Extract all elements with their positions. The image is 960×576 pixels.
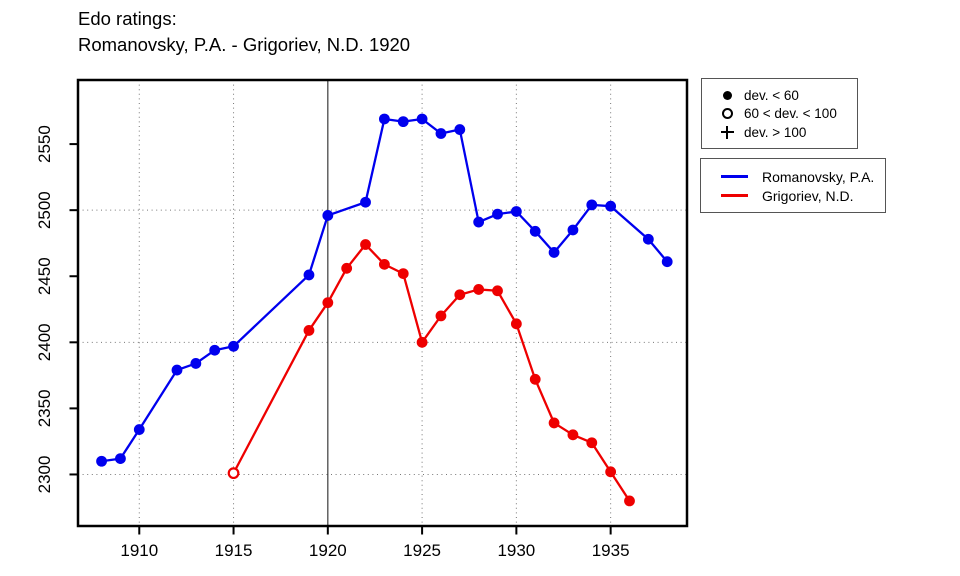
data-point xyxy=(209,344,221,356)
data-point xyxy=(661,256,673,268)
marker-legend-label: 60 < dev. < 100 xyxy=(744,106,837,122)
marker-legend-label: dev. > 100 xyxy=(744,124,807,140)
data-point xyxy=(548,247,560,258)
plot-frame xyxy=(76,78,689,528)
data-point xyxy=(605,466,617,478)
data-point xyxy=(586,199,598,211)
data-point xyxy=(454,124,466,135)
y-tick-label: 2450 xyxy=(35,257,54,295)
filled-circle-icon xyxy=(722,90,732,100)
y-tick-label: 2550 xyxy=(35,125,54,163)
chart-title: Edo ratings: Romanovsky, P.A. - Grigorie… xyxy=(78,6,410,58)
data-point xyxy=(171,364,183,376)
x-tick-label: 1925 xyxy=(403,541,441,560)
data-point xyxy=(115,453,126,465)
data-point xyxy=(322,210,334,221)
data-point xyxy=(397,116,409,128)
y-tick-label: 2400 xyxy=(35,323,54,361)
data-point xyxy=(510,318,522,330)
series-legend-label: Grigoriev, N.D. xyxy=(762,187,854,204)
data-point xyxy=(341,262,353,274)
data-point xyxy=(435,310,447,322)
x-tick-label: 1920 xyxy=(309,541,347,560)
x-tick-label: 1930 xyxy=(497,541,535,560)
data-point xyxy=(642,233,654,245)
y-tick-label: 2300 xyxy=(35,456,54,494)
romanovsky-line-swatch xyxy=(721,175,748,178)
x-tick-label: 1910 xyxy=(120,541,158,560)
data-point xyxy=(529,373,541,385)
data-point xyxy=(360,239,371,250)
chart-title-line2: Romanovsky, P.A. - Grigoriev, N.D. 1920 xyxy=(78,34,411,55)
marker-legend-item: 60 < dev. < 100 xyxy=(710,105,849,124)
data-point xyxy=(416,336,428,348)
chart-title-line1: Edo ratings: xyxy=(78,8,177,29)
data-point xyxy=(133,424,145,435)
data-point xyxy=(360,196,371,208)
data-point xyxy=(397,268,409,279)
open-circle-icon xyxy=(721,108,733,120)
data-point xyxy=(435,128,447,139)
data-point xyxy=(567,224,579,236)
data-point xyxy=(492,208,503,220)
data-point xyxy=(473,284,485,295)
x-tick-label: 1935 xyxy=(592,541,630,560)
data-point xyxy=(378,113,390,125)
data-point xyxy=(190,358,202,369)
series-line-1 xyxy=(232,243,631,503)
marker-legend-item: dev. < 60 xyxy=(710,86,849,105)
data-point xyxy=(96,455,107,467)
series-legend: Romanovsky, P.A. Grigoriev, N.D. xyxy=(700,158,886,213)
data-point xyxy=(322,297,334,309)
plus-icon xyxy=(720,125,734,139)
series-line-0 xyxy=(100,117,669,463)
data-point xyxy=(454,289,466,301)
y-tick-label: 2500 xyxy=(35,191,54,229)
data-point xyxy=(548,417,560,429)
data-point xyxy=(228,340,239,352)
x-tick-label: 1915 xyxy=(215,541,253,560)
data-point xyxy=(492,285,503,297)
data-point xyxy=(567,429,579,441)
marker-legend-label: dev. < 60 xyxy=(744,87,799,103)
data-point xyxy=(473,216,485,228)
grigoriev-line-swatch xyxy=(721,194,748,197)
series-legend-item: Grigoriev, N.D. xyxy=(709,186,877,205)
marker-legend: dev. < 60 60 < dev. < 100 dev. > 100 xyxy=(701,78,858,149)
data-point xyxy=(586,437,598,449)
data-point xyxy=(303,325,315,336)
data-point xyxy=(378,258,390,270)
series-legend-item: Romanovsky, P.A. xyxy=(709,167,877,186)
data-point xyxy=(624,495,635,507)
data-point xyxy=(529,225,541,237)
data-point xyxy=(416,113,428,125)
data-point xyxy=(605,200,617,212)
y-tick-label: 2350 xyxy=(35,389,54,427)
data-point xyxy=(303,269,315,281)
series-legend-label: Romanovsky, P.A. xyxy=(762,168,875,185)
data-point-open xyxy=(227,467,240,480)
data-point xyxy=(510,206,522,217)
marker-legend-item: dev. > 100 xyxy=(710,123,849,142)
